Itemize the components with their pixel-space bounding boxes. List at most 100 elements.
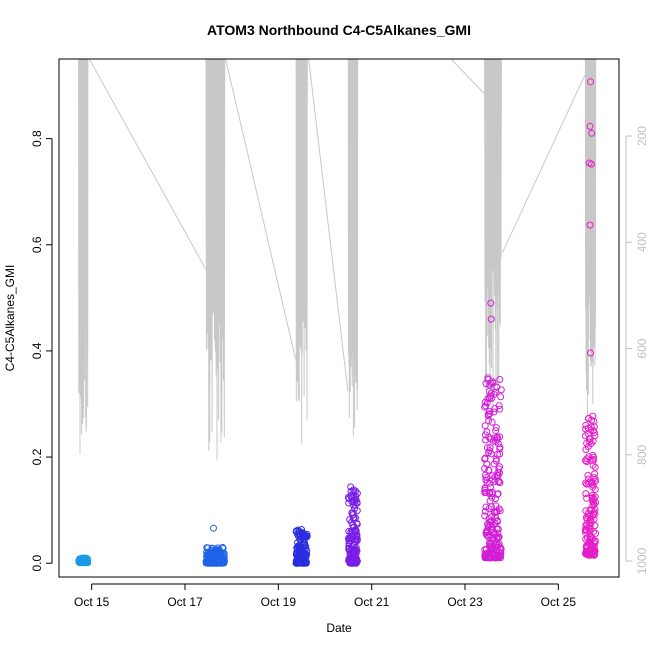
data-point	[481, 403, 489, 411]
data-point	[492, 495, 499, 503]
data-point	[485, 490, 493, 498]
pressure-transit-line	[450, 58, 485, 94]
data-point	[352, 526, 360, 534]
data-point	[487, 517, 495, 525]
x-tick-label: Oct 23	[447, 595, 483, 609]
data-point	[492, 427, 500, 435]
y-axis: 0.0 0.2 0.4 0.6 0.8	[30, 130, 53, 572]
data-point	[487, 435, 494, 443]
data-point	[483, 531, 491, 539]
data-point	[488, 513, 496, 521]
pressure-trace	[484, 58, 502, 417]
data-point	[491, 478, 499, 485]
data-point	[493, 436, 501, 444]
data-point	[485, 417, 493, 425]
data-point	[591, 463, 599, 471]
data-point	[582, 490, 590, 498]
data-point	[488, 418, 496, 426]
data-point	[592, 529, 600, 537]
data-point	[487, 299, 495, 307]
data-point	[490, 460, 498, 468]
x-tick-label: Oct 19	[261, 595, 297, 609]
data-point	[496, 479, 504, 487]
y2-tick-label: 400	[635, 232, 649, 252]
data-point	[482, 476, 490, 484]
data-point	[297, 553, 305, 561]
data-point	[481, 471, 489, 479]
data-point	[219, 543, 227, 551]
data-point	[350, 528, 358, 536]
data-point	[481, 512, 489, 520]
data-point	[588, 129, 596, 137]
data-point	[582, 446, 590, 454]
data-point	[493, 383, 501, 391]
data-point	[589, 461, 597, 469]
data-point	[584, 471, 592, 479]
data-point	[490, 390, 498, 398]
data-point	[482, 436, 490, 444]
data-point	[588, 494, 596, 501]
data-point	[590, 453, 598, 461]
y-tick-label: 0.6	[30, 236, 44, 253]
pressure-trace	[295, 58, 308, 445]
pressure-transit-line	[88, 58, 206, 270]
data-point	[349, 535, 356, 543]
data-point	[352, 559, 360, 567]
data-point	[484, 410, 492, 418]
data-point	[345, 544, 353, 552]
data-point	[302, 553, 310, 560]
data-point	[585, 480, 593, 488]
data-point	[487, 483, 494, 491]
data-point	[349, 514, 357, 522]
data-point	[493, 525, 501, 533]
data-point	[345, 539, 353, 547]
y2-tick-label: 800	[635, 444, 649, 464]
data-point	[491, 519, 499, 527]
x-tick-label: Oct 17	[167, 595, 203, 609]
data-point	[485, 467, 493, 474]
data-point	[491, 508, 499, 516]
x-tick-label: Oct 21	[354, 595, 390, 609]
y-tick-label: 0.0	[30, 555, 44, 572]
data-point	[590, 528, 597, 536]
pressure-transit-line	[501, 74, 586, 254]
x-axis-label: Date	[326, 621, 352, 635]
data-point	[582, 542, 590, 550]
data-point	[493, 552, 501, 560]
y-axis-label: C4-C5Alkanes_GMI	[3, 265, 17, 372]
data-point	[496, 376, 504, 383]
pressure-transit-line	[308, 58, 349, 392]
data-point	[494, 468, 502, 476]
data-point	[590, 551, 598, 559]
data-point	[214, 548, 222, 556]
chart-title: ATOM3 Northbound C4-C5Alkanes_GMI	[207, 22, 471, 38]
data-point	[350, 492, 358, 500]
data-point	[350, 488, 358, 496]
data-point	[496, 445, 504, 453]
data-point	[492, 547, 500, 555]
data-point	[496, 405, 504, 413]
data-point	[589, 498, 597, 506]
data-point	[349, 511, 357, 519]
pressure-trace	[584, 58, 597, 418]
data-point	[207, 547, 215, 554]
pressure-trace	[205, 58, 226, 461]
data-point	[586, 221, 594, 229]
data-point	[582, 535, 590, 543]
data-point	[299, 554, 306, 562]
data-point	[488, 493, 496, 501]
data-point	[585, 453, 593, 461]
data-point	[481, 455, 489, 463]
y2-tick-label: 200	[635, 126, 649, 146]
data-point	[494, 551, 502, 559]
data-point	[345, 534, 353, 542]
data-point	[347, 528, 355, 535]
data-point	[587, 440, 595, 448]
y-tick-label: 0.4	[30, 342, 44, 359]
data-point	[587, 349, 594, 357]
data-point	[584, 509, 592, 517]
data-point	[482, 488, 490, 496]
data-point	[206, 548, 214, 556]
